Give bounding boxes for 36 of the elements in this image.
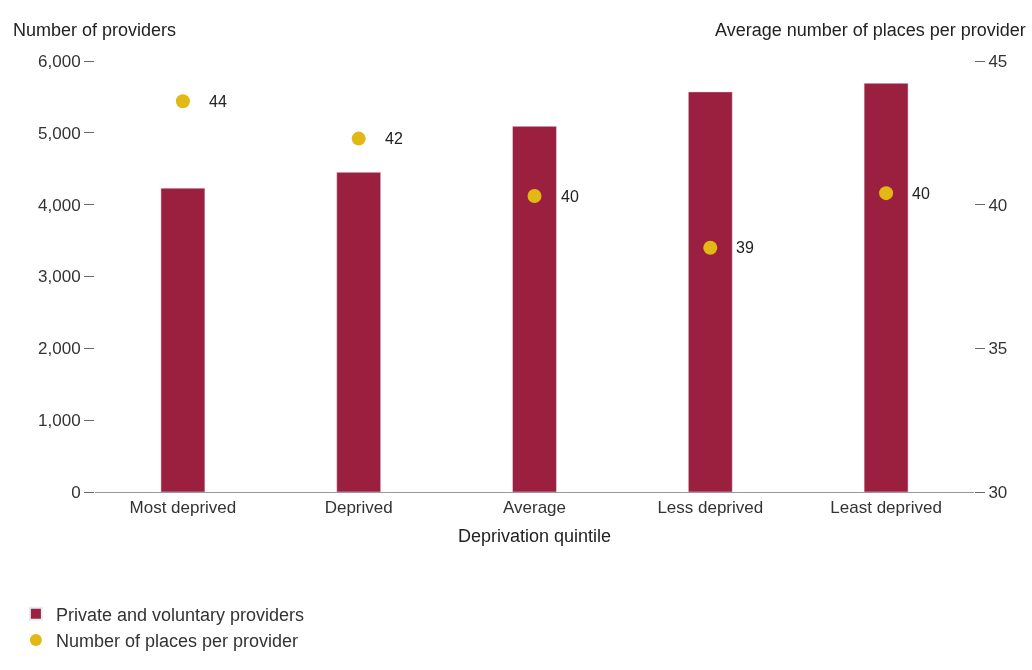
point xyxy=(703,240,718,255)
data-label: 40 xyxy=(912,185,930,202)
y-tick-label: 2,000 xyxy=(38,339,81,359)
legend-label: Private and voluntary providers xyxy=(55,604,305,625)
data-label: 42 xyxy=(385,130,403,147)
y-tick-label: 4,000 xyxy=(38,195,81,215)
y-axis-title: Number of providers xyxy=(13,20,177,40)
y2-tick-label: 30 xyxy=(988,482,1008,502)
y2-tick-label: 45 xyxy=(988,51,1008,71)
y2-axis-title: Average number of places per provider xyxy=(715,20,1026,40)
data-label: 40 xyxy=(561,188,579,205)
y-tick-label: 6,000 xyxy=(38,51,81,71)
data-label: 39 xyxy=(736,239,754,256)
y-tick-label: 1,000 xyxy=(38,411,81,431)
y-tick-label: 5,000 xyxy=(38,123,81,143)
x-tick-label: Most deprived xyxy=(129,498,237,518)
point xyxy=(351,131,366,146)
x-axis-title: Deprivation quintile xyxy=(457,525,612,546)
y2-tick-label: 40 xyxy=(988,195,1008,215)
y-tick-label: 3,000 xyxy=(38,267,81,287)
x-tick-label: Deprived xyxy=(324,498,393,518)
legend-label: Number of places per provider xyxy=(55,631,299,652)
bar xyxy=(160,187,206,492)
point xyxy=(879,186,894,201)
x-tick-label: Average xyxy=(502,498,567,518)
bar xyxy=(688,91,733,492)
y-tick-label: 0 xyxy=(71,482,81,502)
data-label: 44 xyxy=(209,93,227,110)
x-tick-label: Less deprived xyxy=(657,498,764,518)
bar xyxy=(336,172,381,492)
bar xyxy=(512,126,557,492)
point xyxy=(527,189,542,204)
y2-tick-label: 35 xyxy=(988,339,1008,359)
point xyxy=(175,94,190,109)
x-tick-label: Least deprived xyxy=(830,498,942,518)
bar xyxy=(863,83,909,492)
